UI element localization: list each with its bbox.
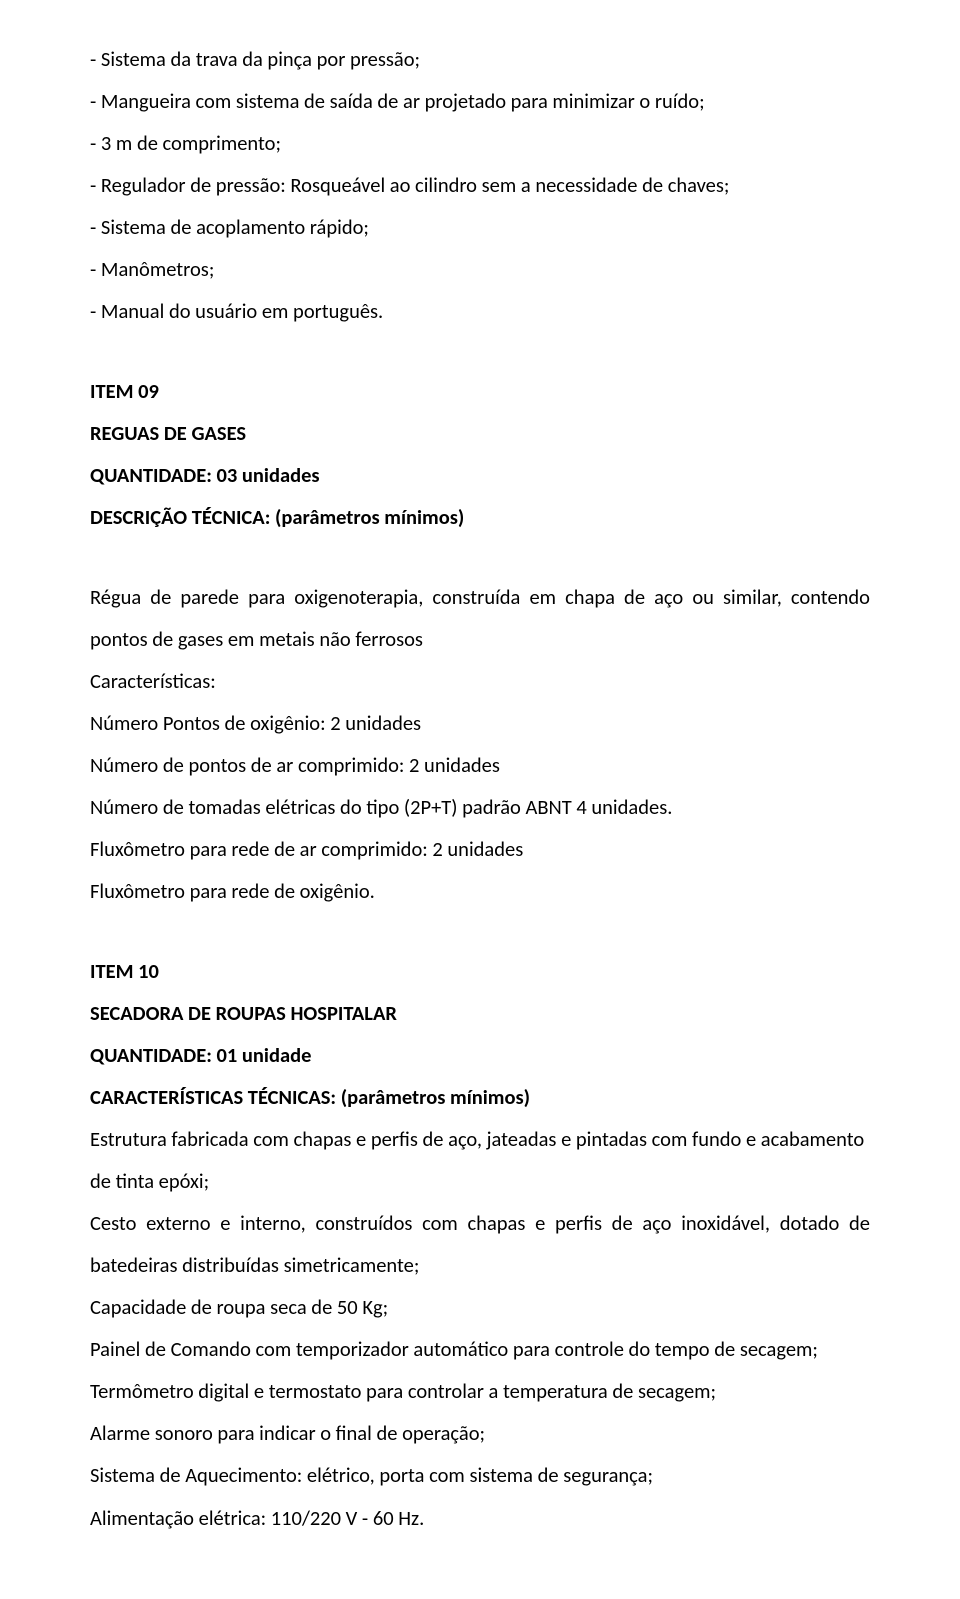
item10-body-line: Sistema de Aquecimento: elétrico, porta … (90, 1454, 870, 1496)
item10-desc-head: CARACTERÍSTICAS TÉCNICAS: (parâmetros mí… (90, 1076, 870, 1118)
item09-body-line: Características: (90, 660, 870, 702)
item09-body-line: Régua de parede para oxigenoterapia, con… (90, 576, 870, 660)
item10-body-line: Termômetro digital e termostato para con… (90, 1370, 870, 1412)
item10-name: SECADORA DE ROUPAS HOSPITALAR (90, 992, 870, 1034)
section-gap (90, 538, 870, 576)
item10-title: ITEM 10 (90, 950, 870, 992)
spec-line: - Sistema da trava da pinça por pressão; (90, 38, 870, 80)
item10-body-line: Capacidade de roupa seca de 50 Kg; (90, 1286, 870, 1328)
item10-body-line: Cesto externo e interno, construídos com… (90, 1202, 870, 1286)
item09-body-line: Número de tomadas elétricas do tipo (2P+… (90, 786, 870, 828)
spec-line: - Sistema de acoplamento rápido; (90, 206, 870, 248)
item10-body-line: Estrutura fabricada com chapas e perfis … (90, 1118, 870, 1202)
item10-qty: QUANTIDADE: 01 unidade (90, 1034, 870, 1076)
item10-body-line: Alimentação elétrica: 110/220 V - 60 Hz. (90, 1497, 870, 1539)
item10-body-line: Alarme sonoro para indicar o final de op… (90, 1412, 870, 1454)
spec-line: - Manômetros; (90, 248, 870, 290)
section-gap (90, 912, 870, 950)
item09-body-line: Fluxômetro para rede de ar comprimido: 2… (90, 828, 870, 870)
section-gap (90, 332, 870, 370)
spec-line: - Mangueira com sistema de saída de ar p… (90, 80, 870, 122)
spec-line: - Regulador de pressão: Rosqueável ao ci… (90, 164, 870, 206)
item09-title: ITEM 09 (90, 370, 870, 412)
spec-line: - 3 m de comprimento; (90, 122, 870, 164)
item09-body-line: Número de pontos de ar comprimido: 2 uni… (90, 744, 870, 786)
item09-desc-head: DESCRIÇÃO TÉCNICA: (parâmetros mínimos) (90, 496, 870, 538)
item09-qty: QUANTIDADE: 03 unidades (90, 454, 870, 496)
item09-body-line: Número Pontos de oxigênio: 2 unidades (90, 702, 870, 744)
item09-name: REGUAS DE GASES (90, 412, 870, 454)
item10-body-line: Painel de Comando com temporizador autom… (90, 1328, 870, 1370)
spec-line: - Manual do usuário em português. (90, 290, 870, 332)
item09-body-line: Fluxômetro para rede de oxigênio. (90, 870, 870, 912)
